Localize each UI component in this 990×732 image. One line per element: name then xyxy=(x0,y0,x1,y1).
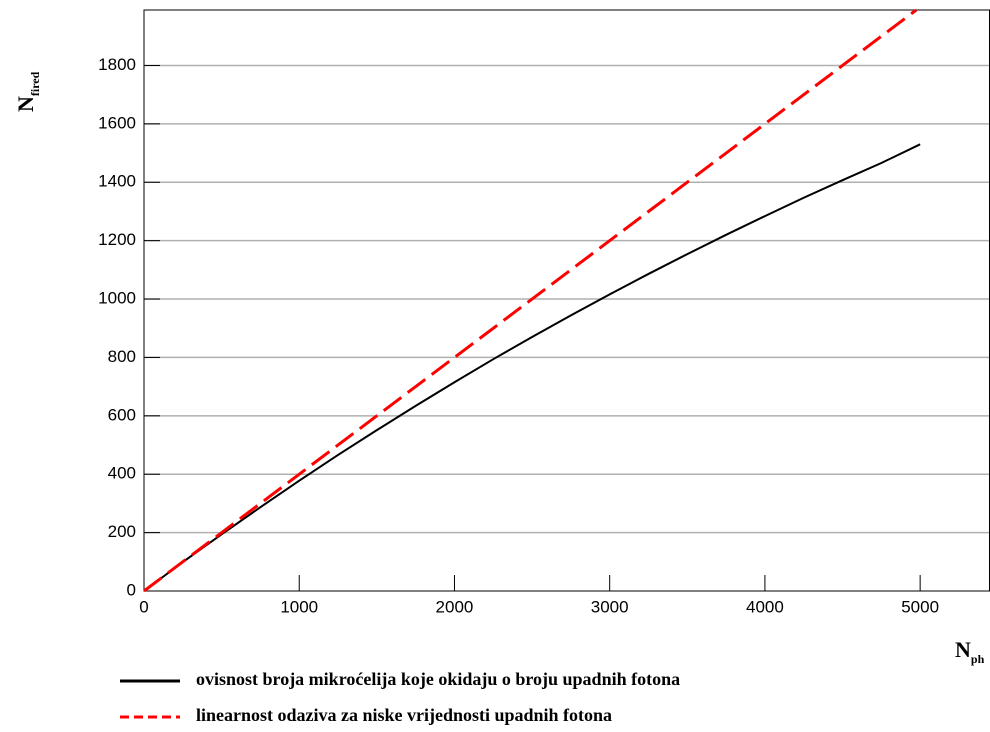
x-tick-label: 1000 xyxy=(280,597,318,616)
y-label-sub: fired xyxy=(28,71,42,96)
x-tick-label: 3000 xyxy=(591,597,629,616)
x-tick-label: 2000 xyxy=(436,597,474,616)
y-tick-label: 600 xyxy=(108,405,136,424)
y-tick-label: 800 xyxy=(108,347,136,366)
x-tick-label: 5000 xyxy=(901,597,939,616)
series-line xyxy=(143,143,921,592)
x-tick-label: 0 xyxy=(139,597,148,616)
y-label-main: N xyxy=(13,96,38,112)
y-tick-label: 0 xyxy=(127,580,136,599)
y-axis-label: Nfired xyxy=(13,71,42,112)
legend-label: ovisnost broja mikroćelija koje okidaju … xyxy=(196,669,680,689)
y-tick-label: 200 xyxy=(108,522,136,541)
y-tick-label: 400 xyxy=(108,464,136,483)
legend-label: linearnost odaziva za niske vrijednosti … xyxy=(196,705,612,725)
x-axis-label: Nph xyxy=(955,637,985,666)
plot-frame xyxy=(143,9,990,592)
series-line xyxy=(143,8,918,593)
y-tick-label: 1200 xyxy=(98,230,136,249)
y-tick-label: 1400 xyxy=(98,172,136,191)
y-tick-label: 1600 xyxy=(98,113,136,132)
x-tick-label: 4000 xyxy=(746,597,784,616)
y-tick-label: 1000 xyxy=(98,289,136,308)
x-label-sub: ph xyxy=(971,652,985,666)
y-tick-label: 1800 xyxy=(98,55,136,74)
x-label-main: N xyxy=(955,637,971,662)
